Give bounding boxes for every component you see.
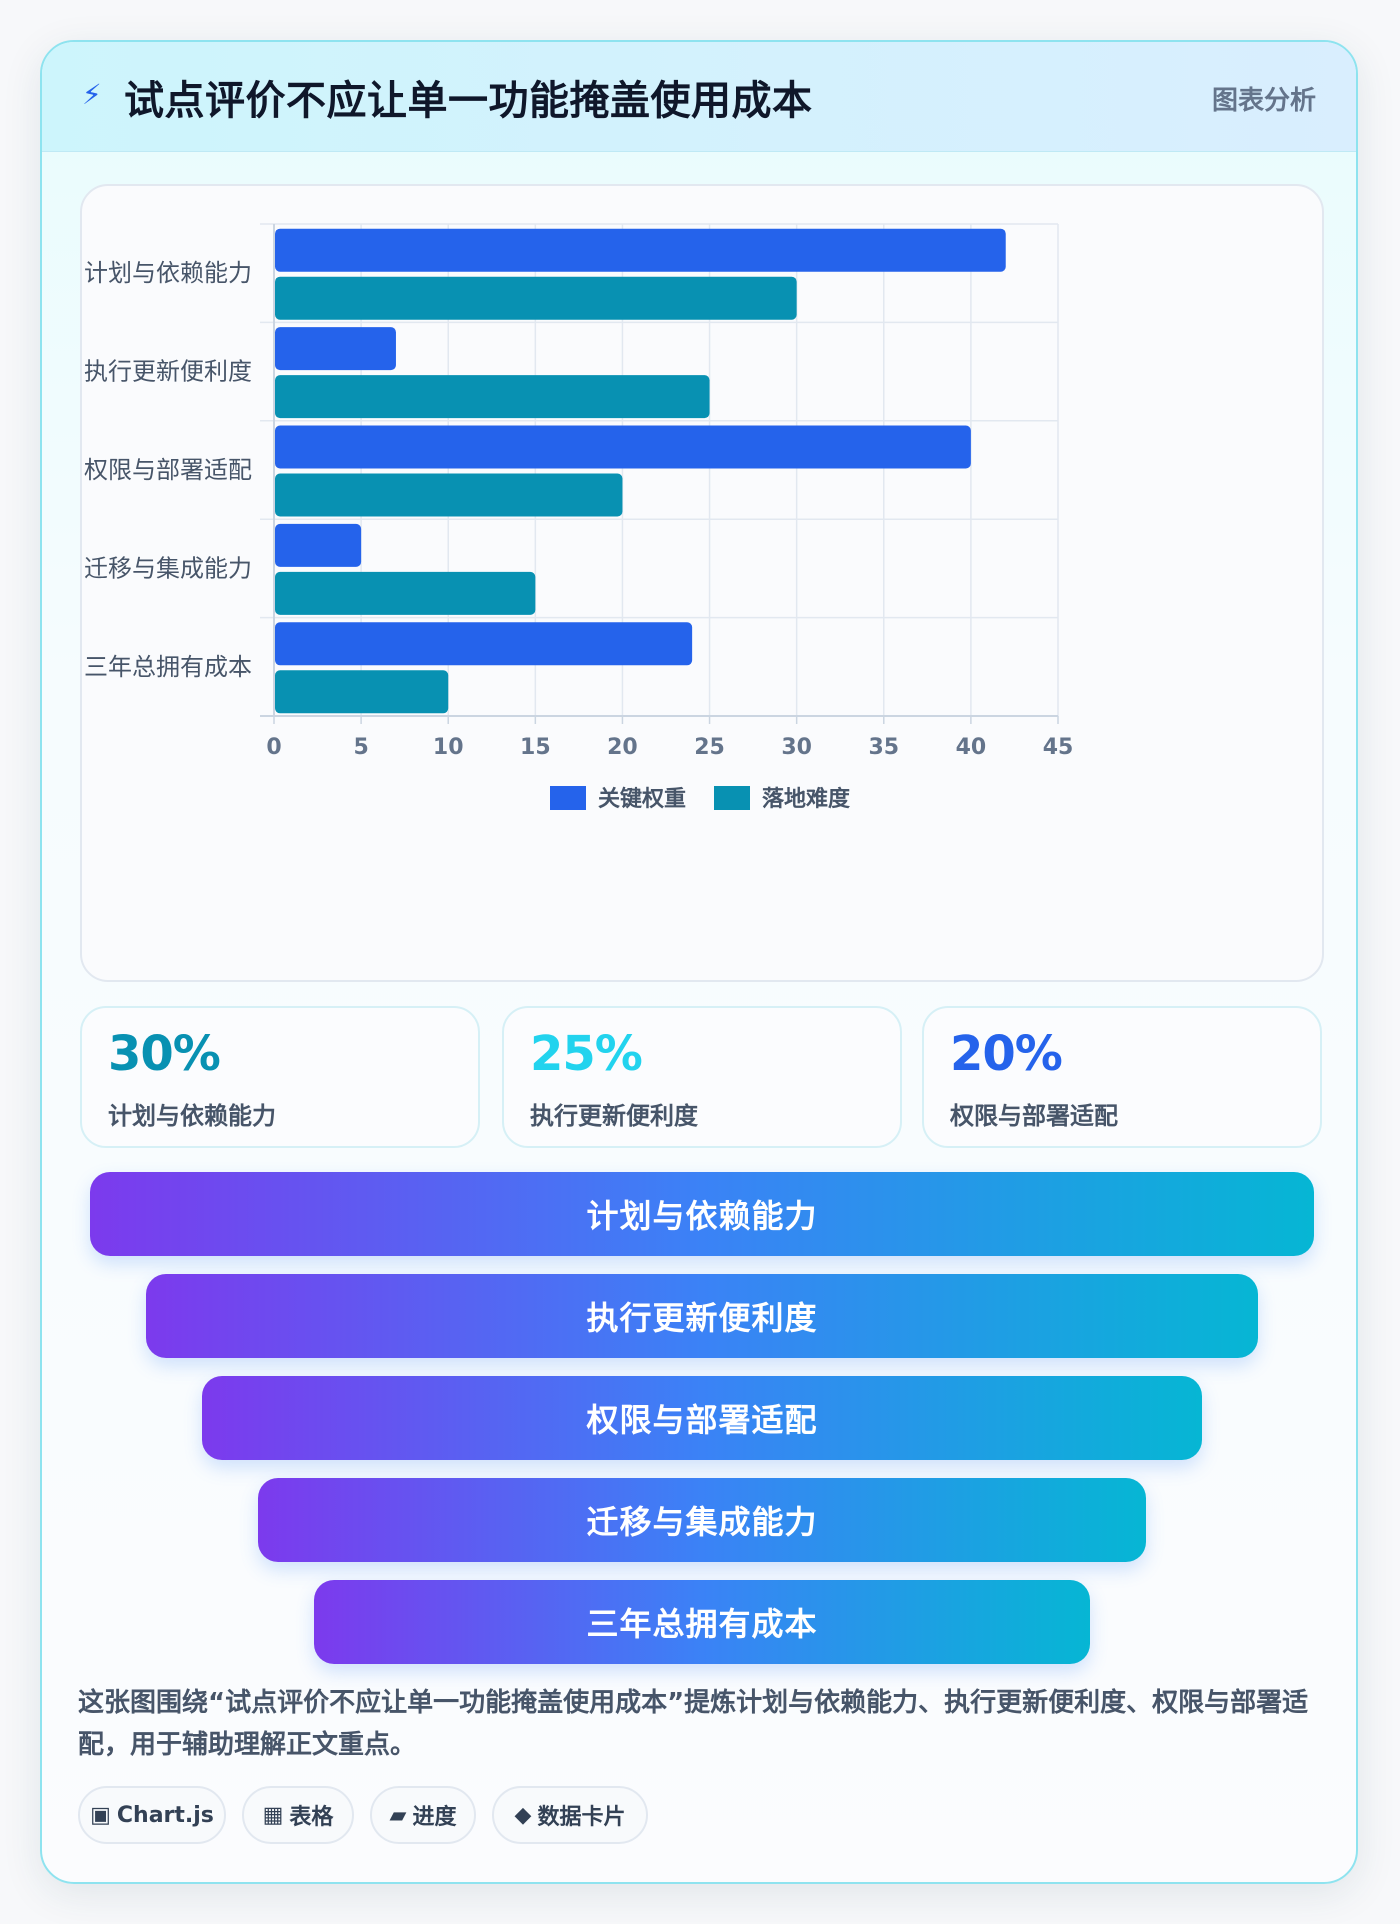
chip-table[interactable]: ▦ 表格: [242, 1786, 354, 1844]
chart-analysis-tag: 图表分析: [1211, 86, 1316, 116]
stat-label: 执行更新便利度: [530, 1102, 698, 1130]
card-header: ⚡ 试点评价不应让单一功能掩盖使用成本 图表分析: [42, 42, 1356, 152]
bar-key-weight: [275, 425, 971, 469]
diamond-icon: ◆: [514, 1802, 532, 1828]
funnel-step-5: 三年总拥有成本: [314, 1580, 1090, 1664]
bar-difficulty: [275, 375, 710, 419]
chip-chartjs[interactable]: ▣ Chart.js: [78, 1786, 226, 1844]
bar-key-weight: [275, 327, 396, 371]
legend-swatch: [714, 786, 750, 810]
x-tick-label: 5: [353, 735, 368, 760]
table-icon: ▦: [262, 1802, 284, 1828]
chart-card: ⚡ 试点评价不应让单一功能掩盖使用成本 图表分析 0 5 10 15 20 25 30 35 4…: [40, 40, 1358, 1884]
stat-value: 20%: [950, 1026, 1063, 1082]
funnel-step-1: 计划与依赖能力: [90, 1172, 1314, 1256]
stat-card-2: 25% 执行更新便利度: [502, 1006, 902, 1148]
x-tick-label: 35: [868, 735, 899, 760]
stat-value: 30%: [108, 1026, 221, 1082]
summary-text: 这张图围绕“试点评价不应让单一功能掩盖使用成本”提炼计划与依赖能力、执行更新便利…: [78, 1688, 1309, 1760]
y-category-label: 权限与部署适配: [84, 456, 252, 484]
x-tick-label: 20: [607, 735, 638, 760]
chip-label: 进度: [412, 1805, 457, 1830]
funnel-step-3: 权限与部署适配: [202, 1376, 1202, 1460]
funnel-step-4: 迁移与集成能力: [258, 1478, 1146, 1562]
x-tick-label: 0: [266, 735, 281, 760]
progress-icon: ▰: [389, 1802, 407, 1828]
bar-difficulty: [275, 670, 449, 714]
bar-key-weight: [275, 523, 362, 567]
y-category-label: 三年总拥有成本: [84, 653, 252, 681]
card-title: 试点评价不应让单一功能掩盖使用成本: [124, 78, 813, 124]
legend-swatch: [550, 786, 586, 810]
x-tick-label: 10: [433, 735, 464, 760]
x-tick-label: 40: [956, 735, 987, 760]
bar-chart: 0 5 10 15 20 25 30 35 40 45 计划与依赖能力执行更新便利度权限与部署适配迁…: [84, 223, 1074, 812]
chart-panel: 0 5 10 15 20 25 30 35 40 45 计划与依赖能力 执行更新便利度 权限与部署适配迁…: [80, 184, 1324, 982]
bar-difficulty: [275, 276, 797, 320]
lightning-icon: ⚡: [82, 78, 102, 111]
bar-key-weight: [275, 228, 1006, 272]
stat-card-1: 30% 计划与依赖能力: [80, 1006, 480, 1148]
chart-icon: ▣: [90, 1802, 111, 1828]
chip-progress[interactable]: ▰ 进度: [370, 1786, 476, 1844]
stat-label: 计划与依赖能力: [108, 1102, 276, 1130]
legend-label: 落地难度: [762, 786, 851, 812]
legend-label: 关键权重: [598, 786, 686, 812]
stat-label: 权限与部署适配: [950, 1102, 1118, 1130]
stat-value: 25%: [530, 1026, 643, 1082]
bar-difficulty: [275, 571, 536, 615]
x-tick-label: 25: [694, 735, 725, 760]
x-tick-label: 45: [1043, 735, 1074, 760]
bar-difficulty: [275, 473, 623, 517]
x-tick-label: 30: [781, 735, 812, 760]
stat-card-3: 20% 权限与部署适配: [922, 1006, 1322, 1148]
x-tick-label: 15: [520, 735, 551, 760]
y-category-label: 迁移与集成能力: [84, 554, 252, 582]
y-category-label: 计划与依赖能力: [84, 259, 252, 287]
chip-label: 表格: [289, 1805, 334, 1830]
chip-label: 数据卡片: [537, 1805, 626, 1830]
bar-key-weight: [275, 622, 693, 666]
funnel-step-2: 执行更新便利度: [146, 1274, 1258, 1358]
chip-data-card[interactable]: ◆ 数据卡片: [492, 1786, 648, 1844]
chip-label: Chart.js: [116, 1802, 214, 1828]
y-category-label: 执行更新便利度: [84, 358, 252, 386]
